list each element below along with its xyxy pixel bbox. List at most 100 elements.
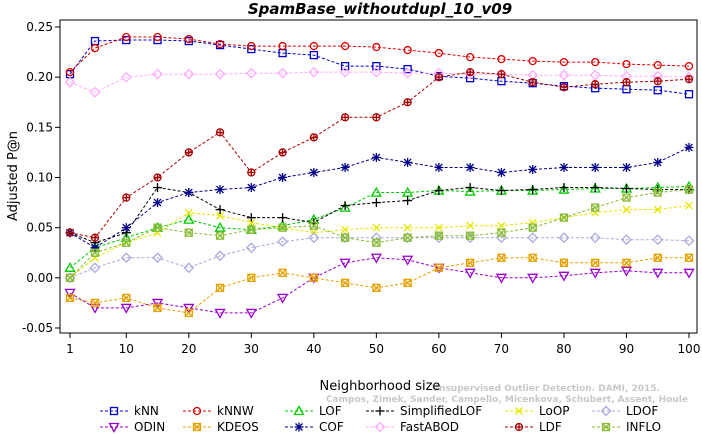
legend-item-simplifiedlof: SimplifiedLOF (366, 404, 482, 418)
data-point-lof (120, 231, 132, 242)
data-point-knnw (340, 41, 350, 51)
x-tick-label: 10 (119, 342, 134, 356)
series-line-knn (69, 39, 690, 95)
data-point-kdeos (372, 283, 381, 293)
y-tick-label: 0.10 (26, 171, 53, 185)
data-point-kdeos (65, 293, 75, 303)
legend-marker-cof (294, 422, 304, 432)
data-point-ldf (247, 168, 256, 177)
data-point-ldof (308, 232, 320, 244)
data-point-inflo (65, 273, 75, 282)
series-line-simplifiedlof (69, 186, 689, 244)
legend-marker-ldof (600, 405, 612, 417)
data-point-ldf (340, 113, 350, 122)
data-point-simplifiedlof (153, 183, 163, 193)
data-point-cof (184, 188, 194, 198)
data-point-odin (464, 268, 476, 279)
data-point-inflo (215, 231, 225, 240)
x-tick-label: 80 (556, 342, 571, 356)
legend-marker-knnw (192, 406, 202, 416)
data-point-simplifiedlof (403, 196, 413, 206)
data-point-odin (652, 268, 664, 279)
y-tick-label: 0.00 (26, 271, 53, 285)
data-point-ldf (622, 78, 631, 87)
data-point-lof (464, 185, 476, 196)
data-point-cof (496, 167, 506, 177)
data-point-kdeos (247, 273, 256, 282)
data-point-simplifiedlof (278, 213, 288, 223)
data-point-ldf (497, 70, 506, 79)
data-point-kdeos (684, 253, 694, 262)
data-point-knnw (653, 60, 662, 70)
data-point-ldof (683, 235, 695, 247)
legend: kNN kNNW LOF SimplifiedLOF LoOP LDOF ODIN KDEOS… (100, 404, 661, 434)
data-point-fastabod (339, 66, 351, 78)
data-point-ldf (528, 78, 537, 87)
data-point-knn (247, 44, 256, 54)
series-kdeos (65, 253, 694, 318)
data-point-inflo (434, 231, 444, 240)
data-point-loop (184, 208, 193, 217)
series-knnw (65, 32, 694, 77)
data-point-knnw (309, 41, 318, 51)
data-point-ldf (559, 83, 569, 92)
legend-label-lof: LOF (319, 404, 342, 418)
data-point-kdeos (153, 303, 162, 313)
data-point-kdeos (434, 263, 444, 272)
series-line-odin (69, 257, 689, 314)
data-point-fastabod (308, 66, 320, 78)
legend-marker-knn (109, 406, 119, 416)
data-point-kdeos (528, 253, 537, 262)
data-point-inflo (591, 203, 600, 212)
y-axis: -0.05 0.00 0.05 0.10 0.15 0.20 0.25 (22, 20, 60, 335)
legend-label-fastabod: FastABOD (400, 420, 459, 434)
data-point-odin (151, 298, 164, 309)
data-point-cof (278, 173, 288, 182)
data-point-inflo (153, 223, 162, 232)
data-point-ldf (184, 148, 193, 157)
data-point-knnw (591, 57, 600, 67)
data-point-inflo (122, 238, 131, 247)
legend-marker-simplifiedlof (375, 406, 385, 416)
data-point-loop (434, 223, 443, 232)
data-point-fastabod (277, 67, 289, 79)
data-point-kdeos (309, 273, 318, 282)
data-point-knnw (65, 68, 75, 77)
data-point-lof (402, 186, 414, 197)
data-point-kdeos (184, 308, 193, 318)
data-point-knnw (403, 45, 412, 55)
data-point-simplifiedlof (246, 213, 256, 223)
series-line-fastabod (69, 71, 690, 93)
data-point-ldf (403, 98, 412, 107)
data-point-kdeos (622, 258, 631, 267)
legend-label-loop: LoOP (539, 404, 570, 418)
y-tick-label: 0.15 (26, 120, 53, 134)
data-point-fastabod (64, 76, 76, 88)
watermark: Unsupervised Outlier Detection. DAMI, 20… (326, 384, 688, 405)
legend-item-lof: LOF (285, 404, 342, 418)
data-point-knnw (528, 56, 537, 66)
data-point-loop (216, 211, 225, 220)
data-point-ldf (466, 68, 475, 77)
data-point-ldof (152, 252, 163, 264)
legend-label-knn: kNN (134, 404, 159, 418)
data-point-kdeos (90, 298, 100, 308)
data-point-ldf (215, 128, 225, 137)
series-layer (64, 32, 695, 319)
data-point-kdeos (497, 253, 506, 262)
data-point-ldf (591, 80, 600, 89)
data-point-knnw (559, 57, 569, 67)
data-point-simplifiedlof (590, 183, 600, 193)
x-tick-label: 30 (244, 342, 259, 356)
data-point-ldof (214, 250, 226, 262)
data-point-simplifiedlof (496, 186, 506, 196)
data-point-knn (372, 61, 381, 71)
y-tick-label: -0.05 (22, 321, 53, 335)
data-point-fastabod (214, 68, 226, 80)
data-point-cof (684, 142, 694, 152)
legend-label-kdeos: KDEOS (217, 420, 259, 434)
data-point-kdeos (122, 293, 131, 303)
data-point-ldof (558, 232, 570, 244)
data-point-simplifiedlof (528, 185, 538, 195)
data-point-knnw (122, 32, 131, 42)
